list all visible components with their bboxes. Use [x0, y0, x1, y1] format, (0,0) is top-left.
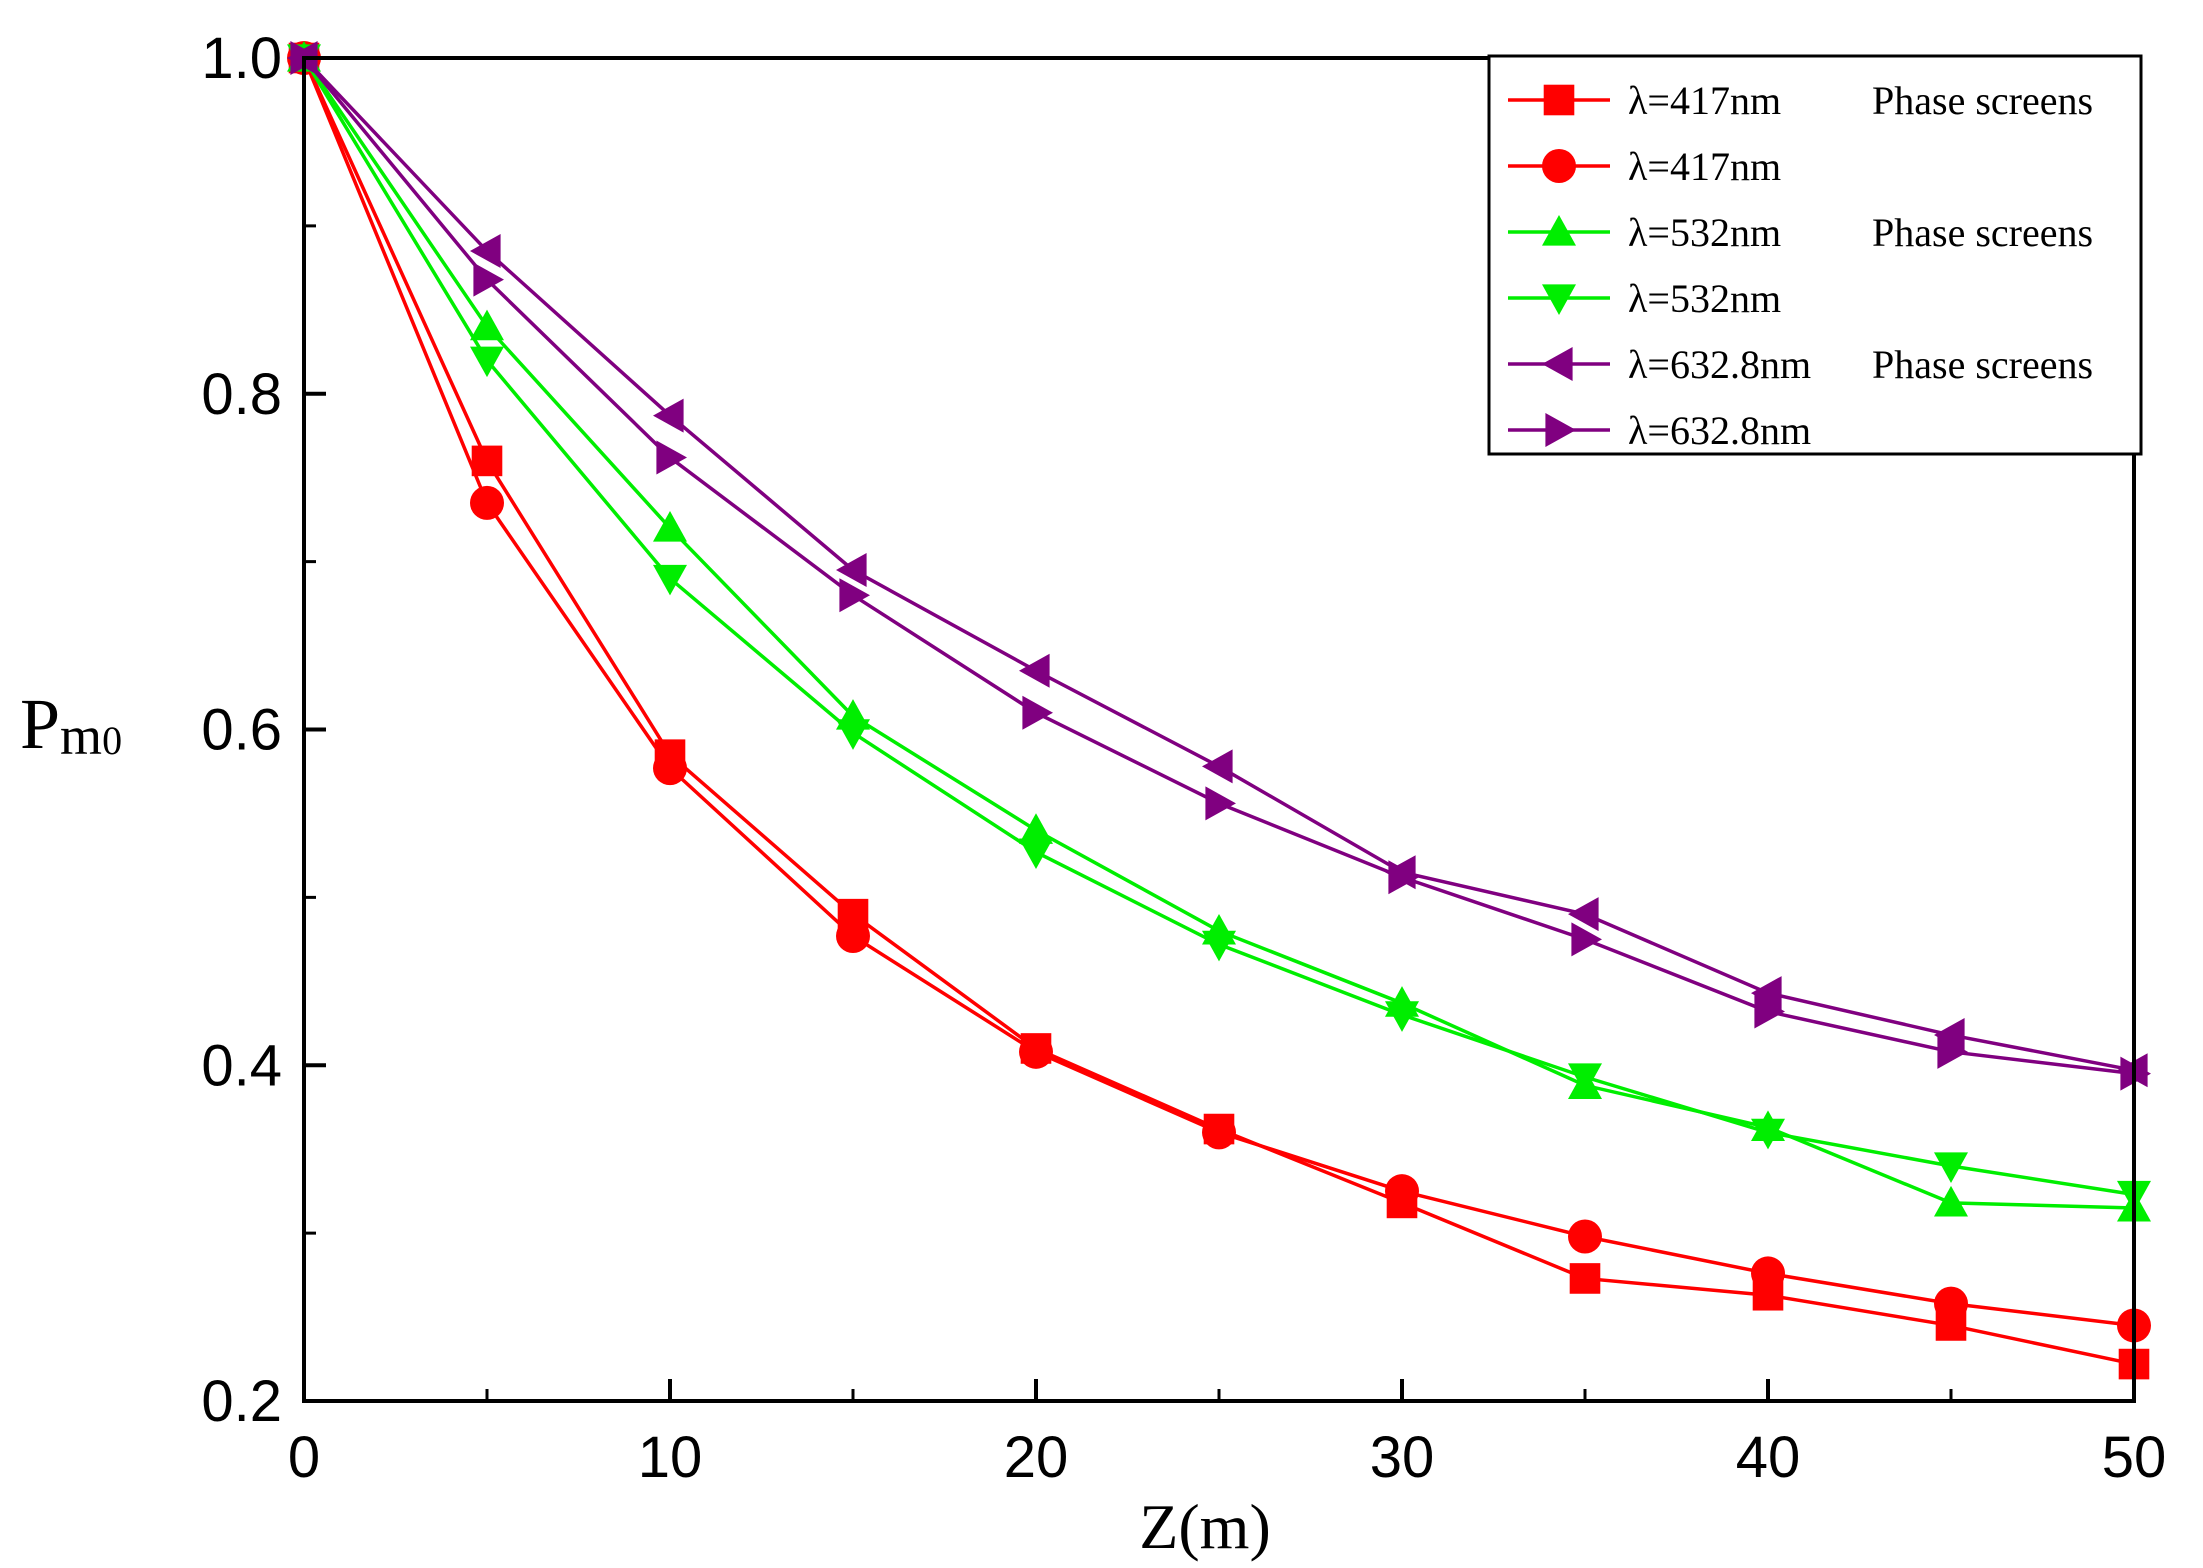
legend-suffix: Phase screens: [1872, 342, 2093, 387]
data-point-s2-4: [1019, 1034, 1053, 1069]
axis-ticks: [302, 56, 2136, 1403]
data-point-s4-3: [836, 719, 870, 750]
y-tick-label: 0.4: [201, 1033, 282, 1098]
x-tick-label: 50: [2102, 1425, 2167, 1490]
data-point-s1-1: [471, 445, 503, 477]
x-tick-label: 0: [288, 1425, 320, 1490]
data-point-s5-3: [836, 553, 867, 588]
legend-label: λ=417nm: [1628, 144, 1781, 189]
data-point-s6-2: [656, 440, 687, 475]
data-point-s5-5: [1202, 749, 1233, 784]
x-tick-label: 10: [638, 1425, 703, 1490]
legend: λ=417nm Phase screens λ=417nm λ=532nm Phase …: [1487, 54, 2143, 456]
plot-series: [287, 41, 2151, 1380]
legend-swatch-marker: [1542, 149, 1576, 183]
data-point-s2-8: [1751, 1256, 1785, 1291]
legend-box: [1487, 54, 2143, 456]
y-axis-title-main: P: [20, 684, 60, 764]
x-tick-label: 20: [1004, 1425, 1069, 1490]
data-point-s2-9: [1934, 1286, 1968, 1321]
data-point-s5-9: [1934, 1018, 1965, 1053]
legend-suffix: Phase screens: [1872, 78, 2093, 123]
legend-swatch-marker: [1543, 84, 1575, 116]
y-tick-label: 0.8: [201, 362, 282, 427]
data-point-s1-7: [1569, 1263, 1601, 1294]
legend-entry-1: λ=417nm Phase screens: [1508, 78, 2093, 123]
x-tick-label: 30: [1370, 1425, 1435, 1490]
data-point-s3-4: [1019, 813, 1053, 844]
y-axis-title-sub: m: [60, 706, 102, 766]
data-point-s6-5: [1205, 786, 1236, 821]
data-point-s6-6: [1388, 860, 1419, 895]
x-tick-label: 40: [1736, 1425, 1801, 1490]
data-point-s6-8: [1754, 994, 1785, 1029]
y-tick-label: 1.0: [201, 26, 282, 91]
data-point-s4-5: [1202, 930, 1236, 962]
data-point-s4-8: [1751, 1118, 1785, 1150]
data-point-s6-1: [473, 262, 504, 297]
data-point-s2-7: [1568, 1219, 1602, 1254]
data-point-s5-2: [653, 398, 684, 433]
legend-swatch-marker: [1542, 347, 1573, 381]
y-tick-label: 0.2: [201, 1369, 282, 1434]
data-point-s2-5: [1202, 1115, 1236, 1150]
legend-label: λ=532nm: [1628, 276, 1781, 321]
data-point-s4-2: [653, 564, 687, 596]
y-axis-title: Pm0: [20, 684, 122, 766]
data-point-s3-1: [470, 309, 504, 341]
legend-entry-6: λ=632.8nm: [1508, 408, 1811, 453]
legend-swatch-marker: [1545, 413, 1576, 447]
data-point-s4-9: [1934, 1152, 1968, 1183]
legend-entry-5: λ=632.8nm Phase screens: [1508, 342, 2093, 387]
legend-suffix: Phase screens: [1872, 210, 2093, 255]
axis-tick-labels: 0 10 20 30 40 50 0.2 0.4 0.6 0.8 1.0: [201, 26, 2166, 1490]
legend-label: λ=632.8nm: [1628, 342, 1811, 387]
data-point-s5-8: [1751, 976, 1782, 1011]
data-point-s2-1: [470, 485, 504, 520]
data-point-s4-1: [470, 346, 504, 378]
data-point-s4-7: [1568, 1063, 1602, 1095]
legend-label: λ=632.8nm: [1628, 408, 1811, 453]
data-point-s4-4: [1019, 838, 1053, 870]
data-point-s6-3: [839, 578, 870, 613]
x-axis-title: Z(m): [1139, 1491, 1271, 1562]
legend-swatch-marker: [1542, 215, 1576, 246]
data-point-s6-7: [1571, 922, 1602, 957]
y-tick-label: 0.6: [201, 698, 282, 763]
data-point-s5-7: [1568, 897, 1599, 932]
data-point-s4-6: [1385, 1001, 1419, 1032]
y-axis-title-sub-zero: 0: [102, 718, 122, 763]
legend-entry-3: λ=532nm Phase screens: [1508, 210, 2093, 255]
data-point-s3-2: [653, 511, 687, 542]
data-point-s6-4: [1022, 695, 1053, 730]
data-point-s6-9: [1937, 1034, 1968, 1069]
legend-entry-2: λ=417nm: [1508, 144, 1781, 189]
legend-label: λ=417nm: [1628, 78, 1781, 123]
legend-label: λ=532nm: [1628, 210, 1781, 255]
legend-swatch-marker: [1542, 284, 1576, 315]
data-point-s2-3: [836, 918, 870, 953]
data-point-s3-9: [1934, 1185, 1968, 1217]
legend-entry-4: λ=532nm: [1508, 276, 1781, 321]
legend-entries: λ=417nm Phase screens λ=417nm λ=532nm Phase …: [1508, 78, 2093, 453]
data-point-s5-4: [1019, 653, 1050, 688]
data-point-s2-6: [1385, 1174, 1419, 1209]
data-point-s5-1: [470, 234, 501, 269]
data-point-s2-2: [653, 751, 687, 786]
